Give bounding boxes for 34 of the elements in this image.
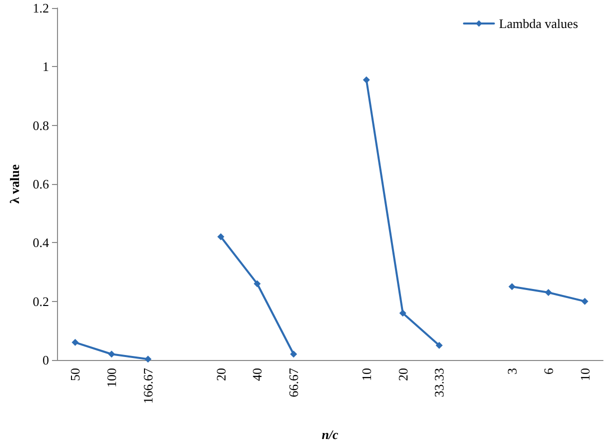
x-tick-label: 166.67	[140, 368, 156, 404]
y-tick-label: 0.8	[32, 118, 49, 133]
x-tick-label: 10	[358, 368, 374, 381]
point	[144, 356, 152, 363]
y-tick-label: 0.6	[32, 176, 50, 192]
point	[581, 298, 588, 305]
point	[362, 76, 370, 84]
y-tick-label: 1	[42, 59, 49, 74]
point	[72, 338, 79, 346]
point	[254, 280, 261, 288]
point	[399, 310, 406, 317]
point	[544, 289, 552, 296]
x-tick-label: 100	[104, 368, 120, 388]
y-tick-label: 0.4	[32, 235, 50, 250]
y-tick-label: 0	[42, 352, 49, 368]
point	[508, 283, 516, 290]
y-tick-label: 0.2	[32, 294, 49, 309]
x-tick-label: 66.67	[286, 368, 302, 398]
x-tick-label: 40	[250, 368, 265, 381]
point	[108, 350, 116, 358]
x-tick-label: 33.33	[432, 368, 447, 398]
x-tick-label: 20	[395, 368, 410, 381]
x-tick-label: 6	[540, 368, 556, 374]
y-tick-label: 1.2	[32, 0, 49, 16]
point	[290, 350, 298, 358]
point	[217, 233, 224, 240]
point	[436, 342, 443, 349]
x-tick-label: 20	[213, 368, 228, 381]
x-tick-label: 50	[68, 368, 83, 381]
legend-label: Lambda values	[498, 16, 578, 31]
x-tick-label: 3	[504, 368, 520, 374]
x-tick-label: 10	[577, 368, 592, 381]
y-axis-title: λ value	[7, 164, 22, 204]
x-axis-title: n/c	[322, 427, 339, 442]
